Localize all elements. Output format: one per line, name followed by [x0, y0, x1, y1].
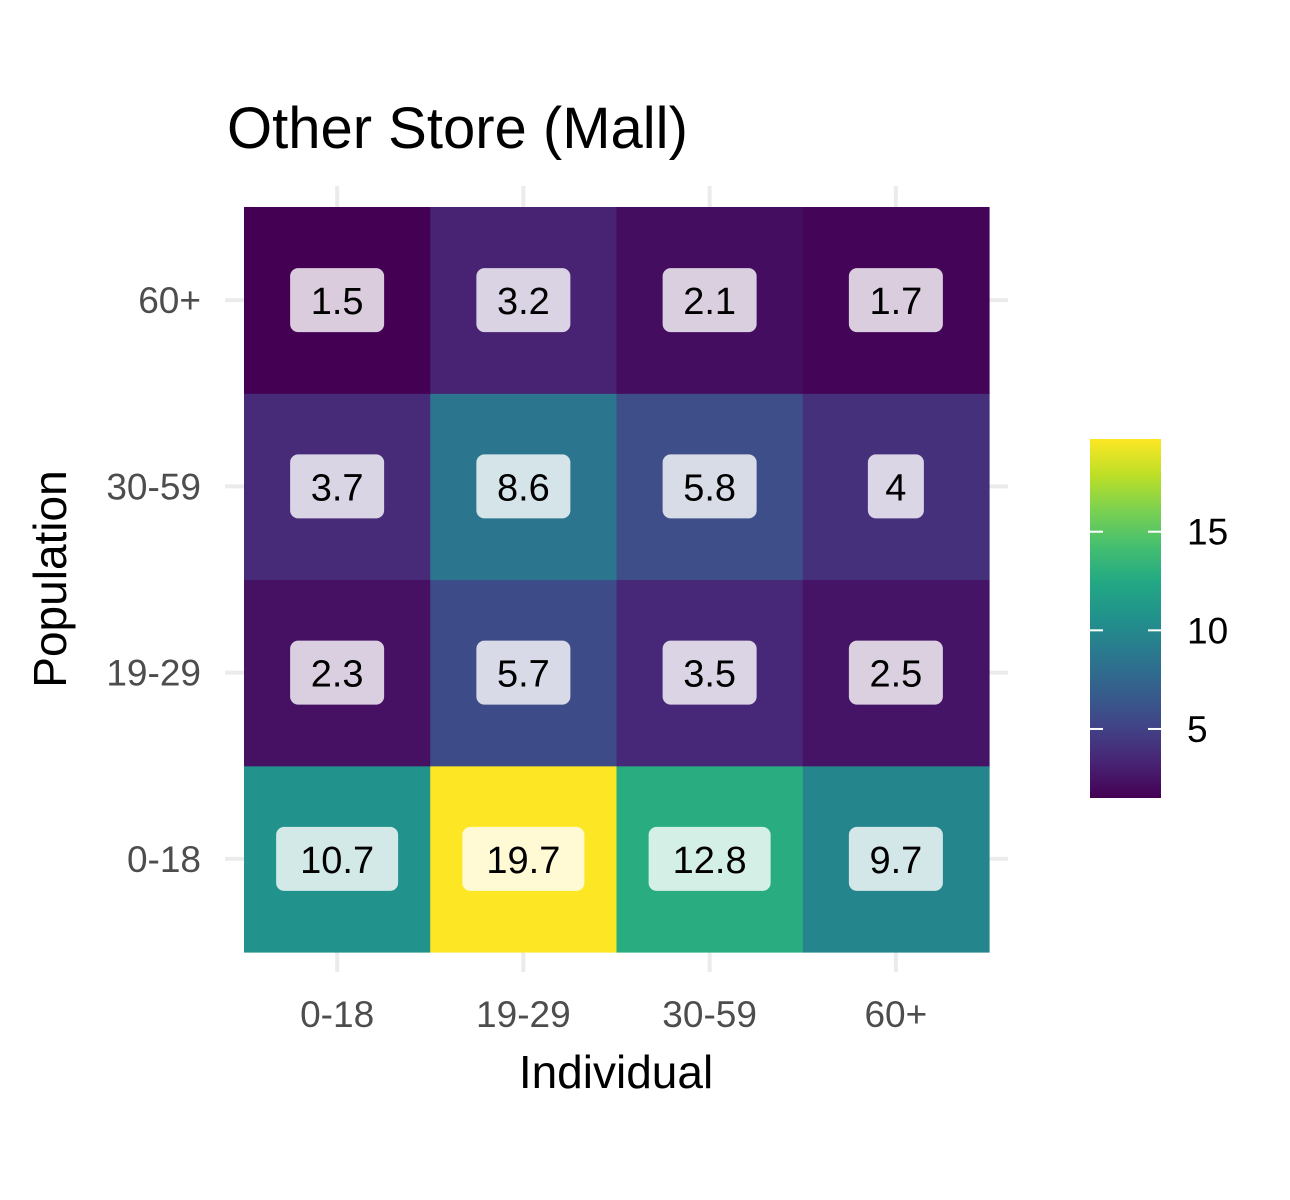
cell-value-label: 3.2: [497, 281, 550, 323]
cell-value-label: 5.8: [683, 467, 736, 509]
cell-value-label: 2.1: [683, 281, 736, 323]
y-tick-label: 30-59: [106, 466, 201, 507]
cell-value-label: 3.7: [311, 467, 364, 509]
cell-value-label: 2.5: [869, 654, 922, 696]
cell-label-box: [648, 826, 771, 891]
cell-label-box: [290, 454, 385, 519]
cell-value-label: 9.7: [869, 840, 922, 882]
cell-label-box: [662, 268, 757, 333]
heatmap-cells: 10.7 19.7 12.8 9.7 2.3 5.7 3.5 2.5 3.7 8.6 5.8 4 1.5…: [244, 207, 990, 953]
cell-label-box: [462, 826, 585, 891]
legend-tick-label: 5: [1187, 709, 1208, 750]
x-tick-label: 19-29: [476, 994, 571, 1035]
cell-value-label: 8.6: [497, 467, 550, 509]
y-tick-label: 19-29: [106, 653, 201, 694]
cell-value-label: 19.7: [486, 840, 560, 882]
legend-tick-label: 10: [1187, 610, 1228, 651]
legend-color-bar: [1090, 439, 1161, 798]
cell-label-box: [848, 640, 943, 705]
cell-label-box: [662, 454, 757, 519]
x-tick-label: 30-59: [662, 994, 757, 1035]
cell-value-label: 5.7: [497, 654, 550, 696]
cell-value-label: 1.5: [311, 281, 364, 323]
cell-label-box: [476, 640, 571, 705]
x-tick-label: 0-18: [300, 994, 374, 1035]
cell-label-box: [276, 826, 399, 891]
cell-label-box: [476, 268, 571, 333]
y-tick-label: 60+: [138, 280, 201, 321]
cell-label-box: [662, 640, 757, 705]
x-axis-title: Individual: [519, 1046, 713, 1098]
chart-title: Other Store (Mall): [227, 96, 688, 161]
cell-label-box: [476, 454, 571, 519]
cell-label-box: [290, 640, 385, 705]
cell-value-label: 1.7: [869, 281, 922, 323]
cell-value-label: 12.8: [673, 840, 747, 882]
y-tick-label: 0-18: [127, 839, 201, 880]
y-axis-title: Population: [24, 470, 76, 687]
cell-label-box: [848, 268, 943, 333]
cell-label-box: [848, 826, 943, 891]
cell-value-label: 2.3: [311, 654, 364, 696]
cell-value-label: 3.5: [683, 654, 736, 696]
cell-value-label: 4: [885, 467, 906, 509]
axis-ticks: 0-18 19-29 30-59 60+ 0-18 19-29 30-59 60+: [106, 280, 927, 1035]
cell-label-box: [867, 454, 924, 519]
cell-label-box: [290, 268, 385, 333]
x-tick-label: 60+: [864, 994, 927, 1035]
cell-value-label: 10.7: [300, 840, 374, 882]
legend-tick-label: 15: [1187, 512, 1228, 553]
color-legend: 5 10 15: [1090, 439, 1228, 798]
